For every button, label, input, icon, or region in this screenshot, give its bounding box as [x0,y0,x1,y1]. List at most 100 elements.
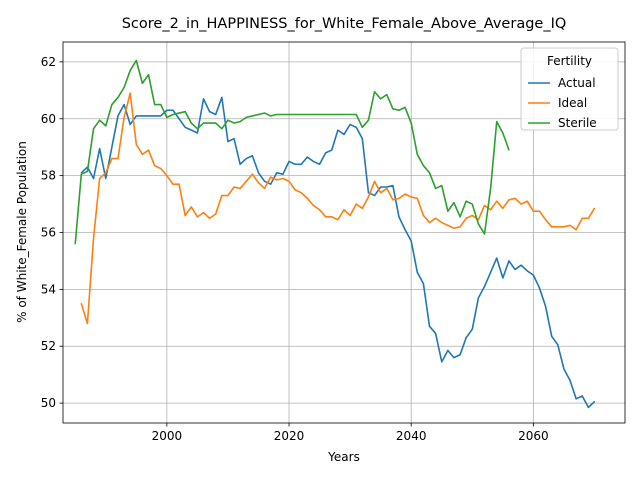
data-point [270,176,272,178]
y-tick-label: 50 [41,396,56,410]
data-point [355,126,357,128]
data-point [251,173,253,175]
data-point [416,271,418,273]
data-point [477,223,479,225]
data-point [477,297,479,299]
data-point [147,115,150,117]
data-point [398,197,400,199]
data-point [178,183,180,185]
data-point [282,113,284,116]
legend: Fertility Actual Ideal Sterile [520,47,619,131]
data-point [557,344,559,346]
y-axis-title: % of White_Female Population [15,141,29,323]
data-point [441,361,443,363]
data-point [154,103,156,106]
legend-label: Actual [558,76,596,90]
x-tick-label: 2000 [152,429,183,443]
data-point [263,112,266,114]
data-point [312,113,315,116]
data-point [343,133,345,136]
data-point [483,285,486,288]
series-line-actual [80,96,596,409]
data-point [306,156,308,158]
data-point [294,113,296,116]
data-point [453,357,455,359]
data-point [490,209,492,211]
data-point [111,157,113,160]
data-point [349,113,351,116]
data-point [422,283,425,285]
data-point [496,257,498,259]
data-point [337,129,339,131]
data-point [239,163,241,165]
data-point [483,233,486,235]
data-point [288,160,290,163]
data-point [587,217,589,219]
data-point [209,217,211,219]
data-point [496,200,498,202]
data-point [245,116,247,118]
data-point [135,143,137,145]
data-point [392,199,394,201]
data-point [215,122,217,124]
data-point [80,173,82,175]
data-point [331,149,333,151]
data-point [367,192,370,194]
data-point [373,194,376,197]
data-point [386,186,388,188]
x-axis-title: Years [327,450,360,464]
data-point [215,113,217,116]
data-point [147,74,150,76]
data-point [459,226,461,228]
data-point [184,111,186,113]
data-point [166,116,168,118]
legend-item-actual: Actual [528,76,596,90]
data-point [221,96,223,99]
data-point [111,146,113,148]
data-point [233,122,235,124]
data-point [380,192,382,194]
data-point [575,398,577,400]
data-point [196,132,198,134]
data-point [245,180,247,182]
data-point [92,128,95,130]
data-point [410,196,412,198]
legend-item-sterile: Sterile [528,116,597,130]
data-point [288,180,290,182]
data-point [361,207,363,209]
data-point [227,194,229,197]
legend-item-ideal: Ideal [528,96,587,110]
data-point [123,103,125,106]
data-point [263,187,266,190]
data-point [105,125,107,127]
data-point [428,221,431,224]
data-point [337,219,339,221]
data-point [86,322,89,325]
data-point [80,172,82,174]
data-point [477,219,479,221]
data-point [245,157,247,160]
data-point [422,214,425,217]
y-tick-label: 56 [41,226,56,240]
data-point [270,115,272,117]
data-point [257,182,260,184]
data-point [99,119,101,121]
data-point [361,126,363,128]
data-point [380,98,382,100]
data-point [239,121,241,123]
data-point [465,337,467,339]
data-point [471,328,473,330]
data-point [544,305,547,308]
data-point [306,197,308,199]
data-point [526,200,528,202]
data-point [569,379,571,381]
data-point [80,302,82,305]
series-line-sterile [74,59,510,244]
data-point [398,109,400,111]
data-point [490,271,492,273]
data-point [508,199,510,201]
data-point [349,123,351,126]
data-point [312,160,315,163]
data-point [123,116,125,118]
